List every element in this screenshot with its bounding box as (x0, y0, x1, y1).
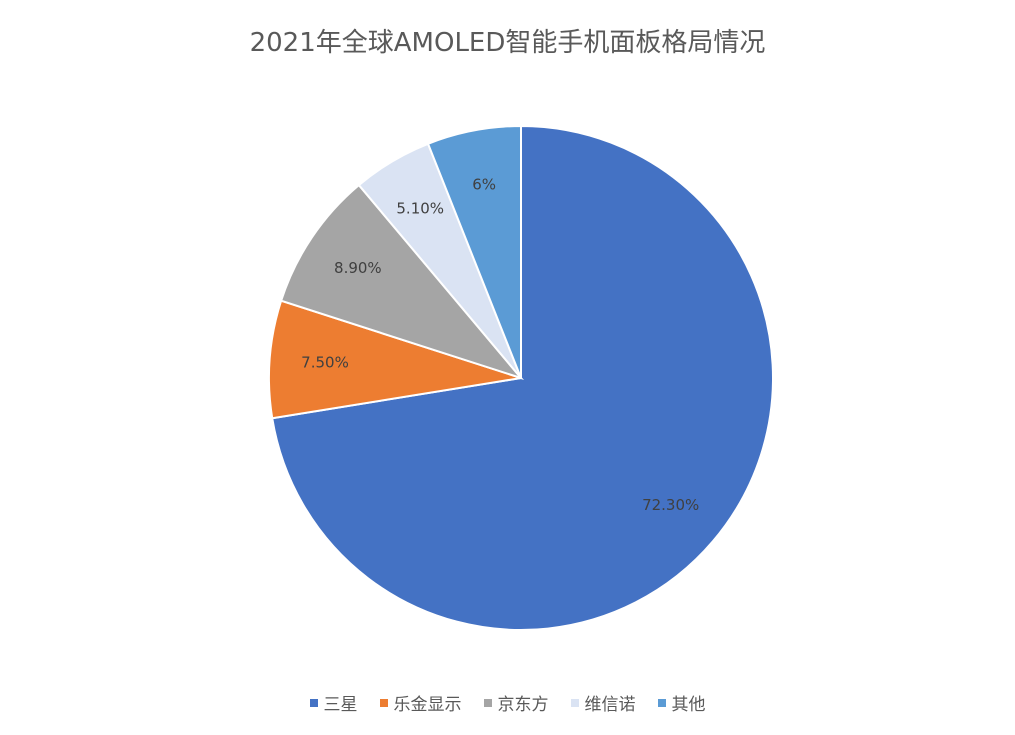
data-label-3: 5.10% (396, 200, 444, 218)
data-label-2: 8.90% (334, 259, 382, 277)
pie-slice-0 (271, 124, 774, 631)
data-label-4: 6% (472, 175, 496, 193)
legend-swatch (379, 698, 388, 707)
legend-item-4: 其他 (657, 690, 706, 715)
pie-slice-4 (426, 124, 522, 379)
legend-swatch (570, 698, 579, 707)
legend: 三星 乐金显示 京东方 维信诺 其他 (0, 690, 1015, 715)
legend-swatch (657, 698, 666, 707)
data-label-1: 7.50% (301, 354, 349, 372)
pie-slice-1 (268, 299, 522, 420)
legend-label: 京东方 (497, 695, 549, 715)
legend-label: 三星 (323, 695, 358, 715)
pie-slice-2 (279, 183, 525, 381)
legend-item-2: 京东方 (483, 690, 549, 715)
legend-label: 其他 (671, 695, 706, 715)
chart-title: 2021年全球AMOLED智能手机面板格局情况 (249, 28, 766, 58)
data-label-0: 72.30% (642, 496, 699, 514)
legend-swatch (483, 698, 492, 707)
legend-item-1: 乐金显示 (379, 690, 462, 715)
legend-item-3: 维信诺 (570, 690, 636, 715)
legend-label: 乐金显示 (393, 695, 462, 715)
legend-item-0: 三星 (309, 690, 358, 715)
legend-swatch (309, 698, 318, 707)
legend-label: 维信诺 (584, 695, 636, 715)
